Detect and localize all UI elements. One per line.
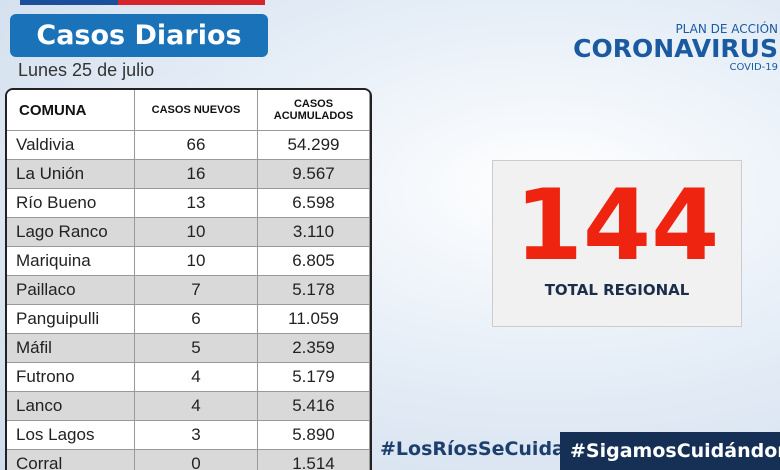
table: COMUNA CASOS NUEVOS CASOS ACUMULADOS Valdiv… [7,90,370,470]
table-row: Mariquina 10 6.805 [7,246,370,276]
table-cell: 7 [134,275,258,305]
table-cell: 0 [134,449,258,470]
logo-line: PLAN DE ACCIÓN [675,22,778,36]
table-cell: 5.416 [257,391,370,421]
table-body: Valdivia 66 54.299 La Unión 16 9.567 Río Bueno… [7,130,370,470]
table-cell: 11.059 [257,304,370,334]
date: Lunes 25 de julio [18,60,155,80]
table-cell: 54.299 [257,130,370,160]
table-cell: Valdivia [7,130,135,160]
table-cell: 6 [134,304,258,334]
table-cell: 5.178 [257,275,370,305]
table-row: La Unión 16 9.567 [7,159,370,189]
table-cell: 1.514 [257,449,370,470]
table-cell: 5.890 [257,420,370,450]
table-cell: 5.179 [257,362,370,392]
table-cell: 3 [134,420,258,450]
table-cell: 6.598 [257,188,370,218]
flag-strip [20,0,265,5]
table-cell: 4 [134,362,258,392]
table-cell: 16 [134,159,258,189]
table-row: Futrono 4 5.179 [7,362,370,392]
column-header: CASOS ACUMULADOS [257,90,370,131]
table-row: Río Bueno 13 6.598 [7,188,370,218]
table-cell: 9.567 [257,159,370,189]
table-cell: Paillaco [7,275,135,305]
table-cell: 66 [134,130,258,160]
table-row: Paillaco 7 5.178 [7,275,370,305]
table-row: Lanco 4 5.416 [7,391,370,421]
table-cell: 13 [134,188,258,218]
title: Casos Diarios [10,14,268,57]
table-row: Lago Ranco 10 3.110 [7,217,370,247]
table-cell: Panguipulli [7,304,135,334]
table-cell: 6.805 [257,246,370,276]
table-row: Panguipulli 6 11.059 [7,304,370,334]
table-cell: Los Lagos [7,420,135,450]
total-label: TOTAL REGIONAL [544,281,690,299]
table-cell: 10 [134,246,258,276]
column-header: COMUNA [7,90,135,131]
table-cell: 4 [134,391,258,421]
total-box: 144 TOTAL REGIONAL [492,160,742,327]
table-frame: COMUNA CASOS NUEVOS CASOS ACUMULADOS Valdiv… [5,88,372,470]
logo-line: COVID-19 [729,62,778,73]
table-cell: Lanco [7,391,135,421]
table-cell: 3.110 [257,217,370,247]
table-row: Los Lagos 3 5.890 [7,420,370,450]
table-row: Máfil 5 2.359 [7,333,370,363]
table-cell: 5 [134,333,258,363]
table-row: Valdivia 66 54.299 [7,130,370,160]
table-cell: 2.359 [257,333,370,363]
column-header: CASOS NUEVOS [134,90,258,131]
logo: PLAN DE ACCIÓN CORONAVIRUS COVID-19 [573,22,778,73]
total-value: 144 [514,169,720,283]
table-cell: 10 [134,217,258,247]
logo-line: CORONAVIRUS [573,34,778,63]
hashtag: #LosRíosSeCuida [380,438,565,460]
table-cell: Futrono [7,362,135,392]
table-cell: Río Bueno [7,188,135,218]
table-cell: Máfil [7,333,135,363]
table-cell: Corral [7,449,135,470]
table-row: Corral 0 1.514 [7,449,370,470]
table-cell: Lago Ranco [7,217,135,247]
header-row: COMUNA CASOS NUEVOS CASOS ACUMULADOS [7,90,370,131]
table-cell: La Unión [7,159,135,189]
table-cell: Mariquina [7,246,135,276]
hashtag: #SigamosCuidándonos [560,432,780,470]
